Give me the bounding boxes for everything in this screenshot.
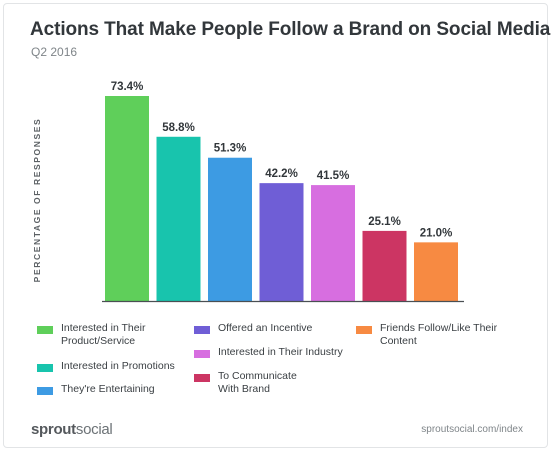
chart-subtitle: Q2 2016 [31,45,78,59]
chart-title: Actions That Make People Follow a Brand … [30,19,551,40]
legend-item-4: Offered an Incentive [194,322,344,335]
legend-item-3: They're Entertaining [37,383,187,396]
data-label-1: 73.4% [111,81,144,93]
data-label-7: 21.0% [420,227,453,239]
legend-swatch [194,374,210,382]
legend-swatch [194,350,210,358]
legend-item-1: Interested in Their Product/Service [37,322,187,348]
bar-6 [362,230,407,301]
legend-label: They're Entertaining [61,383,155,395]
bar-2 [156,136,201,301]
bar-3 [208,157,252,301]
data-label-2: 58.8% [162,122,195,134]
bar-4 [259,183,304,301]
legend-item-7: Friends Follow/Like Their Content [356,322,516,348]
legend-label: Interested in Promotions [61,360,175,372]
legend-swatch [356,326,372,334]
legend-swatch [37,364,53,372]
bar-5 [311,185,355,301]
bar-7 [414,242,458,301]
bar-1 [105,96,149,301]
brand-logo-bold: sprout [31,421,76,438]
data-label-6: 25.1% [368,216,401,228]
legend-label: Offered an Incentive [218,322,313,334]
source-url[interactable]: sproutsocial.com/index [421,424,523,435]
legend-swatch [37,326,53,334]
legend-swatch [194,326,210,334]
legend-label: Interested in Their Product/Service [61,322,146,347]
data-label-4: 42.2% [265,168,298,180]
brand-logo-light: social [75,421,113,438]
legend-label: To Communicate With Brand [218,370,297,395]
legend-item-2: Interested in Promotions [37,360,187,373]
legend-item-6: To Communicate With Brand [194,370,344,396]
data-label-5: 41.5% [317,170,350,182]
brand-logo: sproutsocial [31,421,113,438]
legend-item-5: Interested in Their Industry [194,346,344,359]
data-label-3: 51.3% [214,143,247,155]
legend-label: Friends Follow/Like Their Content [380,322,498,347]
legend-label: Interested in Their Industry [218,346,343,358]
legend-swatch [37,387,53,395]
